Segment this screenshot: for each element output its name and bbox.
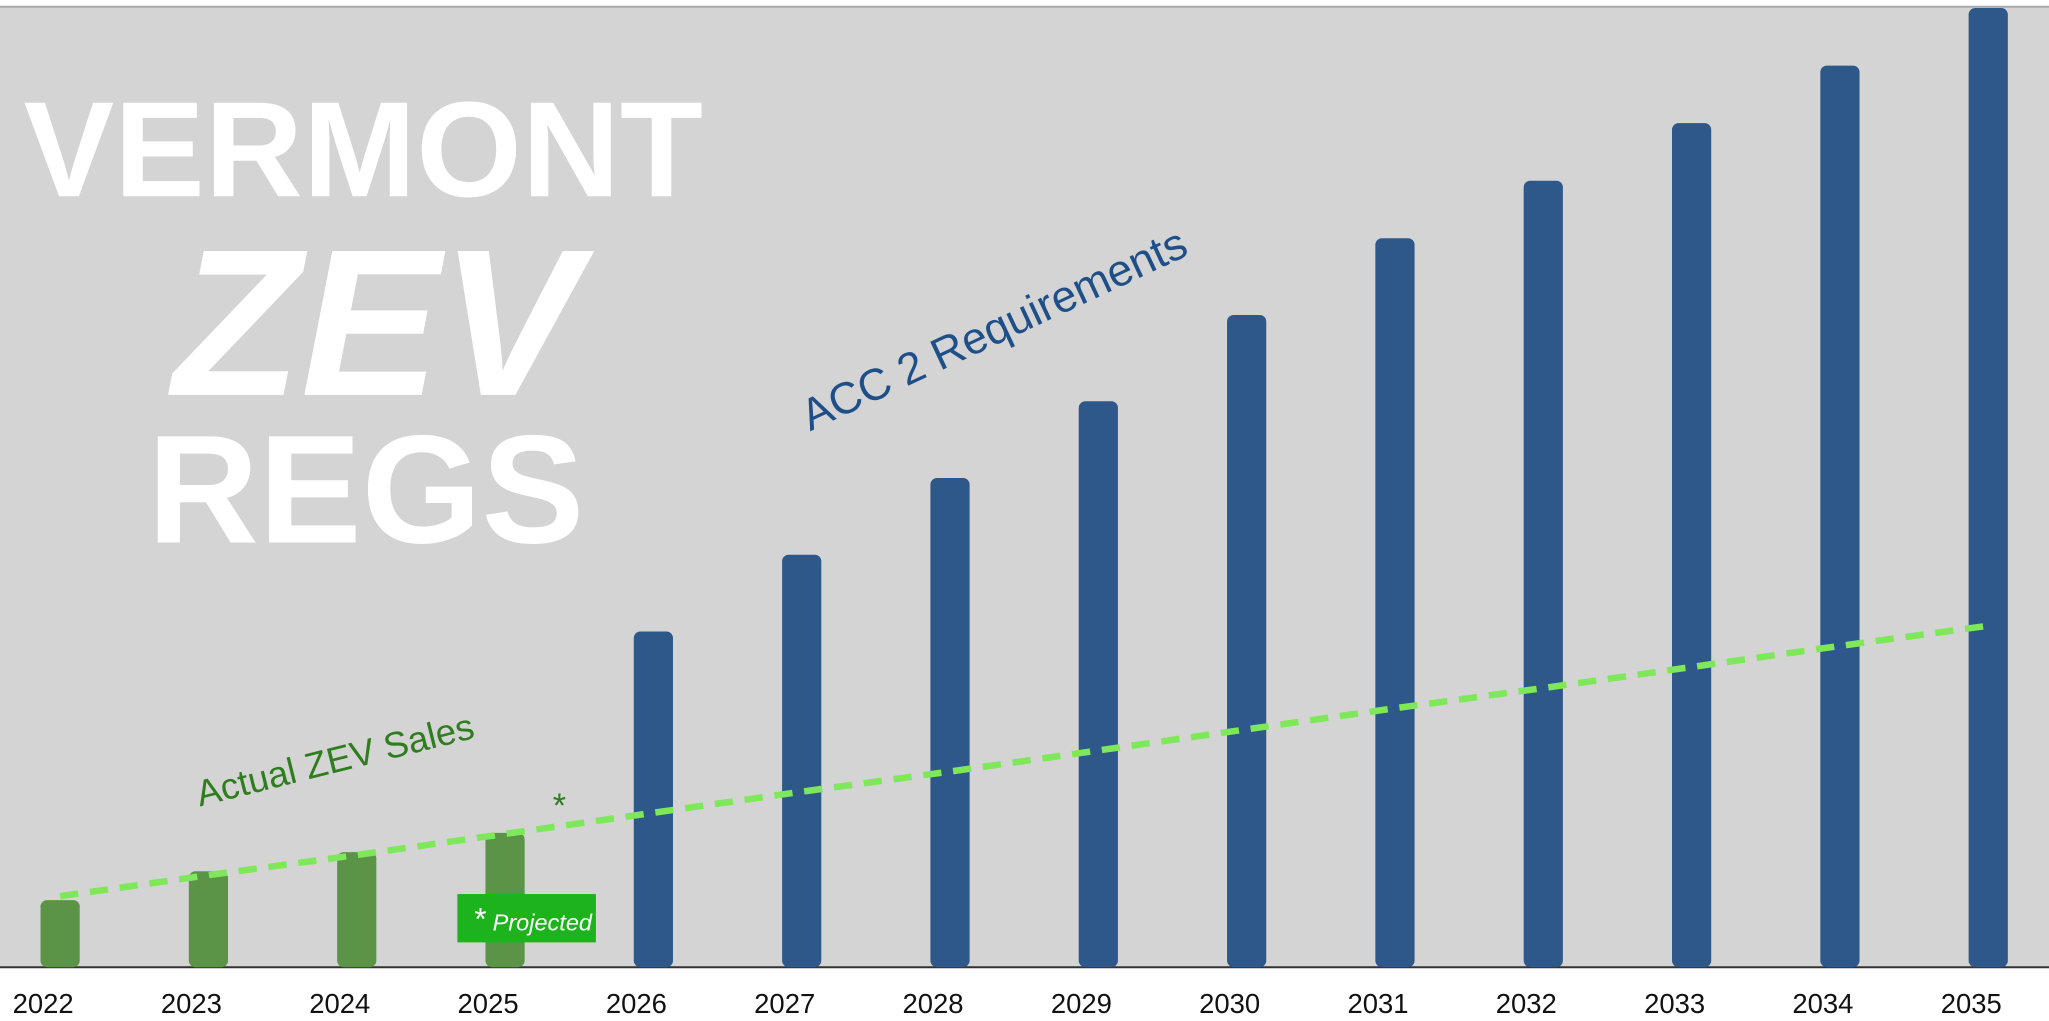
bar — [1227, 314, 1267, 968]
trend-line — [59, 622, 1989, 900]
title-line: REGS — [147, 403, 584, 576]
bar — [1078, 401, 1118, 968]
bar — [1523, 180, 1563, 968]
x-tick-label: 2022 — [13, 988, 74, 1019]
x-tick-label: 2026 — [606, 988, 667, 1019]
title-line: VERMONT — [24, 73, 703, 225]
bar — [1671, 123, 1712, 968]
bar — [1820, 65, 1860, 968]
bar — [337, 852, 377, 968]
bar — [40, 900, 80, 968]
bar — [1375, 238, 1415, 968]
bar — [1968, 8, 2008, 968]
bar — [930, 478, 970, 968]
bar — [633, 631, 673, 968]
bar — [782, 554, 822, 968]
x-tick-label: 2031 — [1347, 988, 1408, 1019]
annotation: * — [553, 787, 566, 825]
x-tick-label: 2032 — [1496, 988, 1557, 1019]
title-line: ZEV — [168, 207, 595, 440]
x-tick-label: 2024 — [309, 988, 370, 1019]
x-tick-label: 2027 — [754, 988, 815, 1019]
x-tick-label: 2025 — [458, 988, 519, 1019]
x-tick-label: 2033 — [1644, 988, 1705, 1019]
x-tick-label: 2034 — [1792, 988, 1853, 1019]
badge-star: * — [474, 901, 486, 936]
x-tick-label: 2035 — [1941, 988, 2002, 1019]
x-tick-label: 2023 — [161, 988, 222, 1019]
x-tick-label: 2029 — [1051, 988, 1112, 1019]
badge-text: Projected — [493, 910, 593, 936]
x-tick-label: 2028 — [903, 988, 964, 1019]
bar — [188, 871, 229, 968]
x-tick-label: 2030 — [1199, 988, 1260, 1019]
projected-badge — [457, 894, 596, 943]
